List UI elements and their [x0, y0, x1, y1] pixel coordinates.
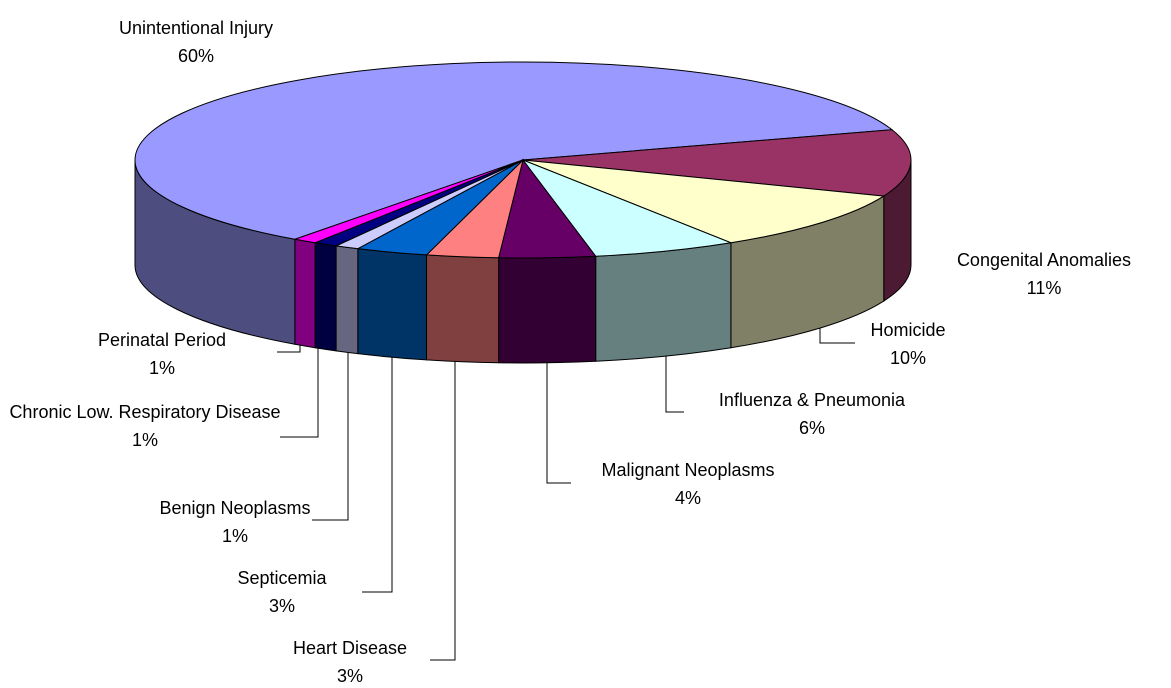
slice — [521, 158, 733, 257]
category-label: Perinatal Period — [97, 330, 227, 350]
slice-side — [335, 245, 359, 355]
value-label: 11% — [1026, 278, 1062, 298]
slice — [522, 159, 886, 244]
data-label: Heart Disease 3% — [293, 634, 407, 688]
slice — [292, 159, 524, 244]
data-label: Perinatal Period 1% — [98, 326, 226, 382]
leader-line — [546, 362, 571, 484]
value-label: 1% — [221, 526, 248, 546]
data-label: Unintentional Injury 60% — [119, 14, 273, 70]
slice-side — [498, 255, 597, 364]
value-label: 60% — [177, 46, 215, 66]
slice-side — [314, 242, 337, 352]
value-label: 3% — [268, 596, 296, 616]
slice — [522, 129, 912, 197]
data-label: Malignant Neoplasms 4% — [601, 456, 774, 512]
leader-line — [280, 348, 319, 438]
leader-line — [362, 357, 393, 593]
slice-side — [426, 254, 500, 364]
category-label: Unintentional Injury — [118, 18, 274, 38]
value-label: 3% — [336, 666, 364, 686]
data-label: Homicide 10% — [870, 316, 945, 372]
category-label: Congenital Anomalies — [956, 250, 1132, 270]
data-label: Septicemia 3% — [237, 564, 326, 620]
category-label: Influenza & Pneumonia — [718, 390, 906, 410]
leader-line — [819, 328, 855, 344]
category-label: Septicemia — [237, 568, 327, 588]
value-label: 1% — [131, 430, 158, 450]
value-label: 4% — [674, 488, 701, 508]
value-label: 1% — [148, 358, 176, 378]
category-label: Chronic Low. Respiratory Disease — [9, 402, 281, 422]
value-label: 6% — [798, 418, 826, 438]
value-label: 10% — [889, 348, 927, 368]
data-label: Chronic Low. Respiratory Disease 1% — [5, 398, 285, 454]
leader-line — [312, 352, 349, 521]
data-label: Benign Neoplasms 1% — [159, 494, 310, 550]
data-label: Influenza & Pneumonia 6% — [719, 386, 905, 442]
slice-side — [357, 248, 428, 361]
category-label: Heart Disease — [292, 638, 408, 658]
leader-line — [277, 345, 301, 353]
category-label: Benign Neoplasms — [159, 498, 311, 518]
slice-side — [294, 238, 316, 349]
data-label: Congenital Anomalies 11% — [957, 246, 1131, 302]
category-label: Homicide — [870, 320, 946, 340]
slice — [134, 61, 894, 240]
leader-line — [430, 361, 456, 661]
category-label: Malignant Neoplasms — [601, 460, 775, 480]
slice-side — [595, 242, 732, 362]
leader-line — [665, 356, 684, 413]
